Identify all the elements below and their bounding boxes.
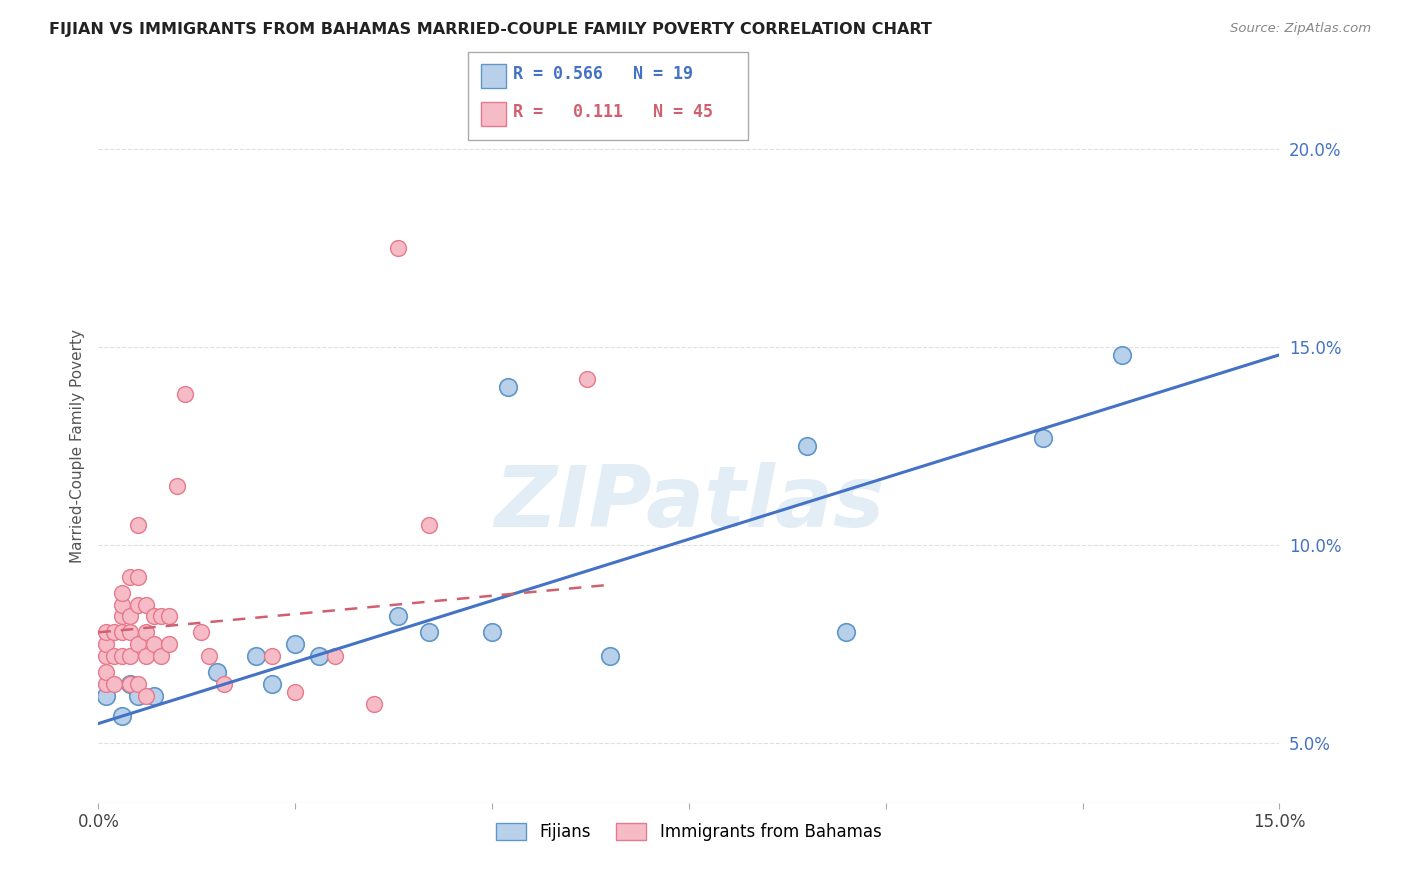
Point: [111, 585, 134, 599]
Point: [308, 649, 330, 664]
Point: [166, 478, 188, 492]
Point: [118, 570, 141, 584]
Point: [387, 241, 409, 255]
Point: [496, 379, 519, 393]
Point: [260, 677, 283, 691]
Point: [599, 649, 621, 664]
Point: [96, 665, 118, 679]
Point: [418, 625, 440, 640]
Point: [245, 649, 267, 664]
Point: [142, 689, 165, 703]
Point: [96, 649, 118, 664]
Point: [111, 609, 134, 624]
Point: [418, 518, 440, 533]
Point: [284, 685, 307, 699]
Point: [796, 439, 818, 453]
Legend: Fijians, Immigrants from Bahamas: Fijians, Immigrants from Bahamas: [489, 816, 889, 848]
Point: [118, 609, 141, 624]
Point: [111, 649, 134, 664]
Point: [118, 677, 141, 691]
Point: [118, 649, 141, 664]
Point: [142, 637, 165, 651]
Point: [150, 609, 173, 624]
Point: [96, 677, 118, 691]
Point: [103, 649, 125, 664]
Point: [481, 625, 503, 640]
Point: [835, 625, 858, 640]
Point: [127, 677, 149, 691]
Point: [103, 625, 125, 640]
Point: [135, 598, 157, 612]
Point: [205, 665, 228, 679]
Point: [214, 677, 236, 691]
Point: [135, 689, 157, 703]
Text: FIJIAN VS IMMIGRANTS FROM BAHAMAS MARRIED-COUPLE FAMILY POVERTY CORRELATION CHAR: FIJIAN VS IMMIGRANTS FROM BAHAMAS MARRIE…: [49, 22, 932, 37]
Point: [174, 387, 197, 401]
Point: [118, 625, 141, 640]
Point: [111, 708, 134, 723]
Point: [127, 570, 149, 584]
Point: [190, 625, 212, 640]
Text: R = 0.566   N = 19: R = 0.566 N = 19: [513, 65, 693, 83]
Point: [118, 677, 141, 691]
Point: [96, 637, 118, 651]
Point: [111, 598, 134, 612]
Point: [575, 371, 598, 385]
Point: [127, 598, 149, 612]
Text: ZIPatlas: ZIPatlas: [494, 461, 884, 545]
Text: Source: ZipAtlas.com: Source: ZipAtlas.com: [1230, 22, 1371, 36]
Point: [157, 609, 180, 624]
Text: R =   0.111   N = 45: R = 0.111 N = 45: [513, 103, 713, 120]
Point: [127, 689, 149, 703]
Point: [96, 625, 118, 640]
Point: [150, 649, 173, 664]
Point: [96, 689, 118, 703]
Y-axis label: Married-Couple Family Poverty: Married-Couple Family Poverty: [69, 329, 84, 563]
Point: [135, 625, 157, 640]
Point: [284, 637, 307, 651]
Point: [111, 625, 134, 640]
Point: [363, 697, 385, 711]
Point: [135, 649, 157, 664]
Point: [387, 609, 409, 624]
Point: [127, 518, 149, 533]
Point: [1111, 348, 1133, 362]
Point: [103, 677, 125, 691]
Point: [197, 649, 219, 664]
Point: [260, 649, 283, 664]
Point: [142, 609, 165, 624]
Point: [157, 637, 180, 651]
Point: [323, 649, 346, 664]
Point: [1032, 431, 1054, 445]
Point: [127, 637, 149, 651]
